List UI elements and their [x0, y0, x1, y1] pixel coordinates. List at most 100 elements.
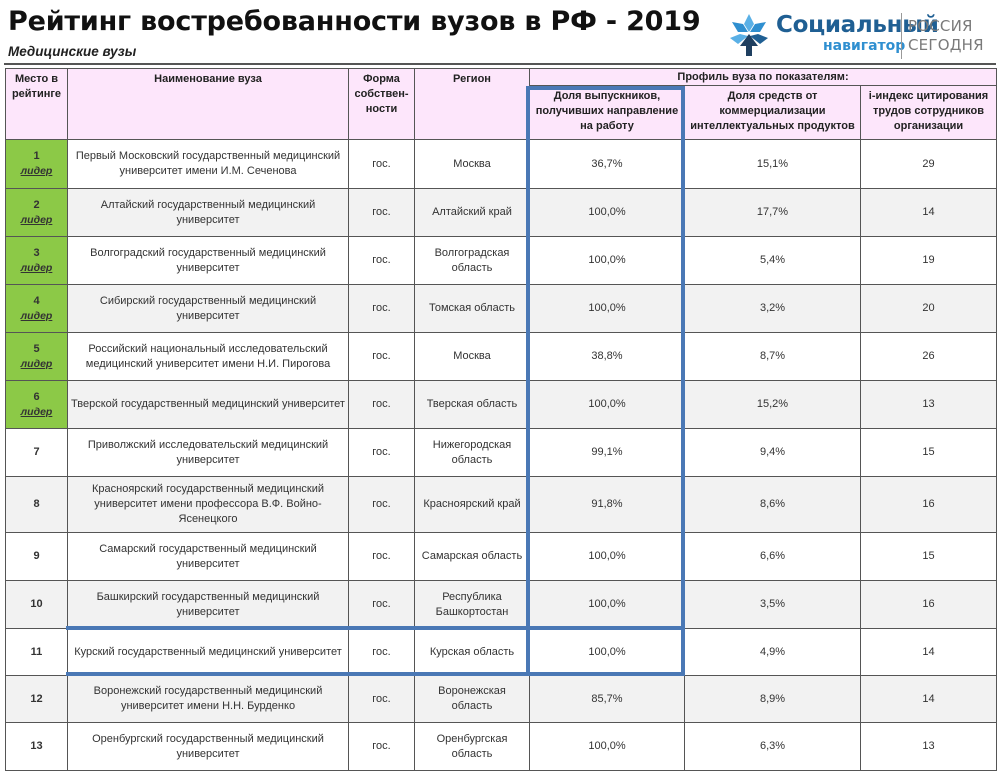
leader-link[interactable]: лидер — [20, 309, 53, 322]
cell-citation: 15 — [859, 532, 998, 581]
table-row: 7 Приволжский исследовательский медицинск… — [5, 428, 998, 477]
rating-table-body: 1 лидер Первый Московский государственный … — [5, 139, 998, 771]
partner-name-line2: СЕГОДНЯ — [908, 36, 984, 54]
cell-citation: 19 — [859, 236, 998, 285]
table-row: 2 лидер Алтайский государственный медицинс… — [5, 188, 998, 237]
cell-citation: 14 — [859, 675, 998, 723]
leader-link[interactable]: лидер — [20, 213, 53, 226]
cell-region: Республика Башкортостан — [414, 580, 530, 629]
leader-link[interactable]: лидер — [20, 357, 53, 370]
brand-name-line1: Социальный — [776, 12, 939, 38]
column-header-ownership: Форма собствен-ности — [348, 68, 415, 140]
column-header-region: Регион — [414, 68, 530, 140]
table-row: 12 Воронежский государственный медицински… — [5, 675, 998, 723]
cell-name: Воронежский государственный медицинский … — [67, 675, 349, 723]
cell-commercial: 9,4% — [684, 428, 861, 477]
brand-name-line2: навигатор — [823, 38, 906, 54]
place-number: 10 — [30, 598, 43, 610]
logo-divider — [901, 13, 902, 59]
cell-region: Москва — [414, 139, 530, 189]
place-number: 4 — [33, 294, 40, 307]
cell-commercial: 5,4% — [684, 236, 861, 285]
cell-region: Алтайский край — [414, 188, 530, 237]
cell-citation: 14 — [859, 188, 998, 237]
cell-region: Томская область — [414, 284, 530, 333]
cell-citation: 26 — [859, 332, 998, 381]
cell-citation: 13 — [859, 380, 998, 429]
cell-region: Воронежская область — [414, 675, 530, 723]
table-row: 13 Оренбургский государственный медицинск… — [5, 722, 998, 771]
cell-place: 10 — [5, 580, 68, 629]
cell-name: Российский национальный исследовательски… — [67, 332, 349, 381]
header-divider — [4, 63, 996, 65]
cell-ownership: гос. — [348, 580, 415, 629]
cell-place: 3 лидер — [5, 236, 68, 285]
cell-place: 8 — [5, 476, 68, 533]
place-number: 6 — [33, 390, 40, 403]
cell-place: 7 — [5, 428, 68, 477]
cell-name: Самарский государственный медицинский ун… — [67, 532, 349, 581]
cell-graduates: 100,0% — [529, 380, 685, 429]
cell-citation: 16 — [859, 476, 998, 533]
cell-ownership: гос. — [348, 380, 415, 429]
cell-commercial: 8,6% — [684, 476, 861, 533]
column-header-citation: i-индекс цитирования трудов сотрудников … — [859, 85, 998, 140]
cell-commercial: 3,2% — [684, 284, 861, 333]
highlight-rows-1-10-left — [526, 86, 530, 630]
partner-name-line1: РОССИЯ — [908, 17, 973, 35]
place-number: 8 — [33, 498, 40, 510]
cell-ownership: гос. — [348, 532, 415, 581]
leader-link[interactable]: лидер — [20, 405, 53, 418]
cell-name: Приволжский исследовательский медицински… — [67, 428, 349, 477]
cell-graduates: 99,1% — [529, 428, 685, 477]
cell-region: Москва — [414, 332, 530, 381]
social-navigator-logo-icon — [730, 14, 768, 56]
cell-graduates: 100,0% — [529, 628, 685, 676]
cell-ownership: гос. — [348, 284, 415, 333]
table-row: 9 Самарский государственный медицинский у… — [5, 532, 998, 581]
cell-ownership: гос. — [348, 188, 415, 237]
cell-commercial: 6,6% — [684, 532, 861, 581]
cell-graduates: 85,7% — [529, 675, 685, 723]
cell-ownership: гос. — [348, 428, 415, 477]
cell-ownership: гос. — [348, 139, 415, 189]
table-row: 4 лидер Сибирский государственный медицинс… — [5, 284, 998, 333]
column-header-name: Наименование вуза — [67, 68, 349, 140]
column-header-place: Место в рейтинге — [5, 68, 68, 140]
cell-citation: 13 — [859, 722, 998, 771]
cell-place: 5 лидер — [5, 332, 68, 381]
cell-ownership: гос. — [348, 236, 415, 285]
page-subtitle: Медицинские вузы — [8, 44, 137, 59]
place-number: 9 — [33, 550, 40, 562]
cell-name: Тверской государственный медицинский уни… — [67, 380, 349, 429]
cell-place: 4 лидер — [5, 284, 68, 333]
cell-citation: 20 — [859, 284, 998, 333]
cell-place: 11 — [5, 628, 68, 676]
cell-place: 13 — [5, 722, 68, 771]
column-header-commercial: Доля средств от коммерциализации интелле… — [684, 85, 861, 140]
cell-place: 6 лидер — [5, 380, 68, 429]
cell-name: Оренбургский государственный медицинский… — [67, 722, 349, 771]
table-row: 6 лидер Тверской государственный медицинск… — [5, 380, 998, 429]
cell-graduates: 38,8% — [529, 332, 685, 381]
place-number: 13 — [30, 740, 43, 752]
cell-graduates: 100,0% — [529, 236, 685, 285]
cell-region: Самарская область — [414, 532, 530, 581]
cell-commercial: 4,9% — [684, 628, 861, 676]
table-row: 8 Красноярский государственный медицински… — [5, 476, 998, 533]
cell-ownership: гос. — [348, 476, 415, 533]
leader-link[interactable]: лидер — [20, 165, 53, 177]
leader-link[interactable]: лидер — [20, 261, 53, 274]
table-row: 11 Курский государственный медицинский ун… — [5, 628, 998, 676]
cell-name: Курский государственный медицинский унив… — [67, 628, 349, 676]
table-row: 10 Башкирский государственный медицинский… — [5, 580, 998, 629]
cell-graduates: 100,0% — [529, 188, 685, 237]
logo: Социальный навигатор РОССИЯ СЕГОДНЯ — [726, 8, 996, 60]
table-row: 5 лидер Российский национальный исследоват… — [5, 332, 998, 381]
cell-place: 12 — [5, 675, 68, 723]
cell-commercial: 8,7% — [684, 332, 861, 381]
cell-citation: 16 — [859, 580, 998, 629]
cell-region: Оренбургская область — [414, 722, 530, 771]
cell-citation: 15 — [859, 428, 998, 477]
cell-place: 2 лидер — [5, 188, 68, 237]
